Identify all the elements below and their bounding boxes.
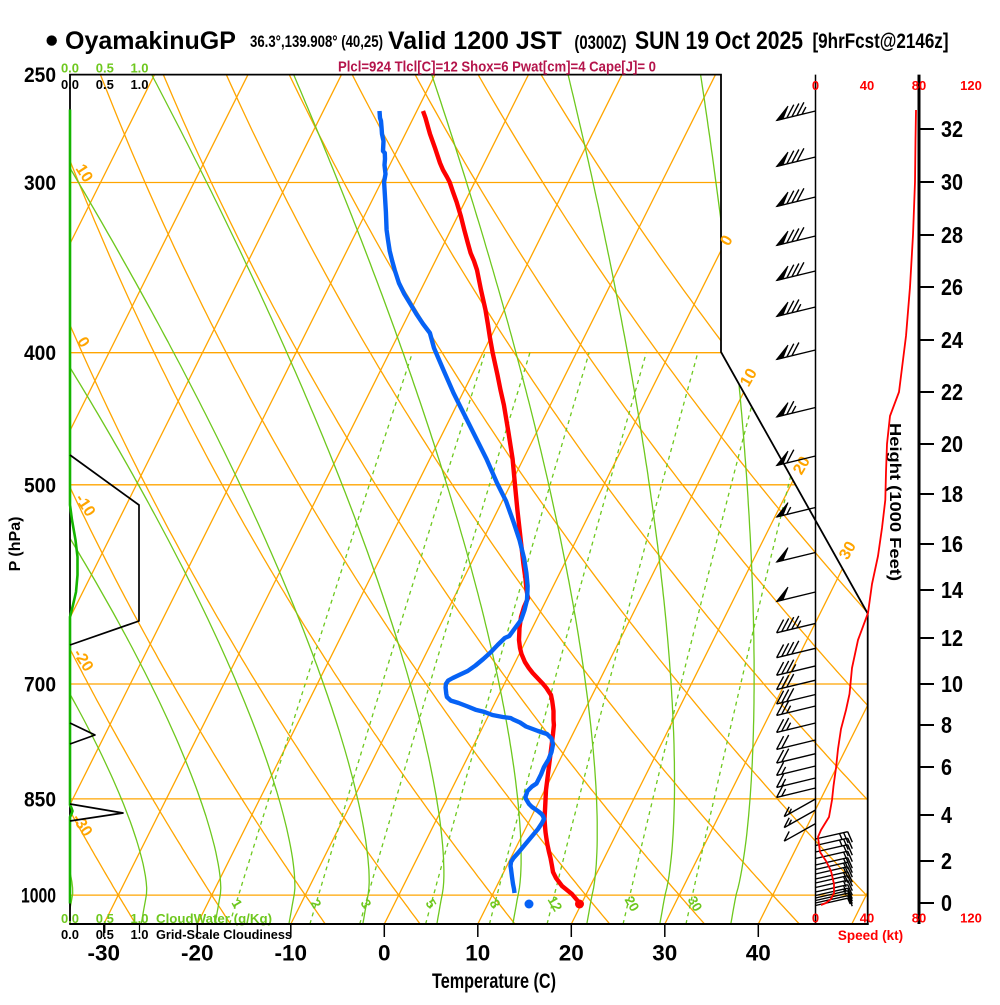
svg-text:40: 40 xyxy=(746,941,771,966)
svg-text:500: 500 xyxy=(24,473,56,497)
svg-text:40: 40 xyxy=(860,911,874,926)
svg-text:-30: -30 xyxy=(88,941,121,966)
svg-text:(0300Z): (0300Z) xyxy=(574,33,626,54)
svg-text:Speed (kt): Speed (kt) xyxy=(838,928,903,943)
svg-text:16: 16 xyxy=(941,531,963,557)
svg-text:Valid 1200 JST: Valid 1200 JST xyxy=(388,27,562,55)
svg-text:1.0: 1.0 xyxy=(130,77,148,92)
svg-text:0.0: 0.0 xyxy=(61,77,79,92)
svg-text:Plcl=924 Tlcl[C]=12 Shox=6 Pwa: Plcl=924 Tlcl[C]=12 Shox=6 Pwat[cm]=4 Ca… xyxy=(338,59,656,76)
svg-text:18: 18 xyxy=(941,481,963,507)
svg-text:0.0: 0.0 xyxy=(61,911,79,926)
svg-text:1000: 1000 xyxy=(21,884,56,908)
svg-text:0: 0 xyxy=(378,941,391,966)
svg-text:120: 120 xyxy=(960,78,982,93)
svg-text:SUN 19 Oct 2025: SUN 19 Oct 2025 xyxy=(635,27,803,55)
svg-text:22: 22 xyxy=(941,379,963,405)
svg-text:6: 6 xyxy=(941,754,952,780)
svg-text:32: 32 xyxy=(941,116,963,142)
svg-text:250: 250 xyxy=(24,63,56,87)
svg-text:CloudWater (g/Kg): CloudWater (g/Kg) xyxy=(156,911,272,926)
svg-text:30: 30 xyxy=(836,539,860,563)
svg-text:400: 400 xyxy=(24,341,56,365)
svg-text:30: 30 xyxy=(685,893,706,914)
svg-text:300: 300 xyxy=(24,171,56,195)
svg-text:30: 30 xyxy=(652,941,677,966)
svg-text:700: 700 xyxy=(24,673,56,697)
svg-text:12: 12 xyxy=(545,893,566,914)
svg-text:0.5: 0.5 xyxy=(96,61,114,76)
svg-text:-10: -10 xyxy=(275,941,308,966)
svg-text:Height (1000 Feet): Height (1000 Feet) xyxy=(886,423,903,581)
svg-text:10: 10 xyxy=(737,366,761,390)
svg-text:[9hrFcst@2146z]: [9hrFcst@2146z] xyxy=(813,30,949,53)
svg-text:0.0: 0.0 xyxy=(61,927,79,942)
svg-text:1.0: 1.0 xyxy=(130,927,148,942)
svg-text:36.3°,139.908° (40,25): 36.3°,139.908° (40,25) xyxy=(250,32,383,51)
svg-text:2: 2 xyxy=(941,848,952,874)
svg-text:850: 850 xyxy=(24,787,56,811)
svg-text:Grid-Scale Cloudiness: Grid-Scale Cloudiness xyxy=(156,927,292,942)
svg-text:12: 12 xyxy=(941,625,963,651)
svg-text:24: 24 xyxy=(941,327,963,353)
svg-text:0: 0 xyxy=(812,911,819,926)
svg-text:20: 20 xyxy=(790,454,814,478)
svg-text:0: 0 xyxy=(941,890,952,916)
svg-text:-20: -20 xyxy=(181,941,214,966)
svg-text:1.0: 1.0 xyxy=(130,61,148,76)
svg-text:1.0: 1.0 xyxy=(130,911,148,926)
svg-text:0.5: 0.5 xyxy=(96,77,114,92)
svg-text:80: 80 xyxy=(912,78,926,93)
svg-text:20: 20 xyxy=(559,941,584,966)
svg-text:0: 0 xyxy=(812,78,819,93)
svg-text:26: 26 xyxy=(941,274,963,300)
svg-text:20: 20 xyxy=(941,431,963,457)
svg-text:10: 10 xyxy=(941,671,963,697)
svg-text:0.5: 0.5 xyxy=(96,911,114,926)
svg-text:20: 20 xyxy=(622,893,643,914)
svg-text:4: 4 xyxy=(941,802,952,828)
svg-text:28: 28 xyxy=(941,222,963,248)
svg-text:0.5: 0.5 xyxy=(96,927,114,942)
svg-text:10: 10 xyxy=(465,941,490,966)
svg-text:80: 80 xyxy=(912,911,926,926)
svg-text:P (hPa): P (hPa) xyxy=(7,517,24,572)
svg-text:OyamakinuGP: OyamakinuGP xyxy=(65,27,236,55)
svg-text:14: 14 xyxy=(941,577,963,603)
svg-text:30: 30 xyxy=(941,169,963,195)
svg-text:0.0: 0.0 xyxy=(61,61,79,76)
svg-text:Temperature (C): Temperature (C) xyxy=(432,970,556,993)
svg-text:40: 40 xyxy=(860,78,874,93)
svg-text:8: 8 xyxy=(941,712,952,738)
svg-text:120: 120 xyxy=(960,911,982,926)
